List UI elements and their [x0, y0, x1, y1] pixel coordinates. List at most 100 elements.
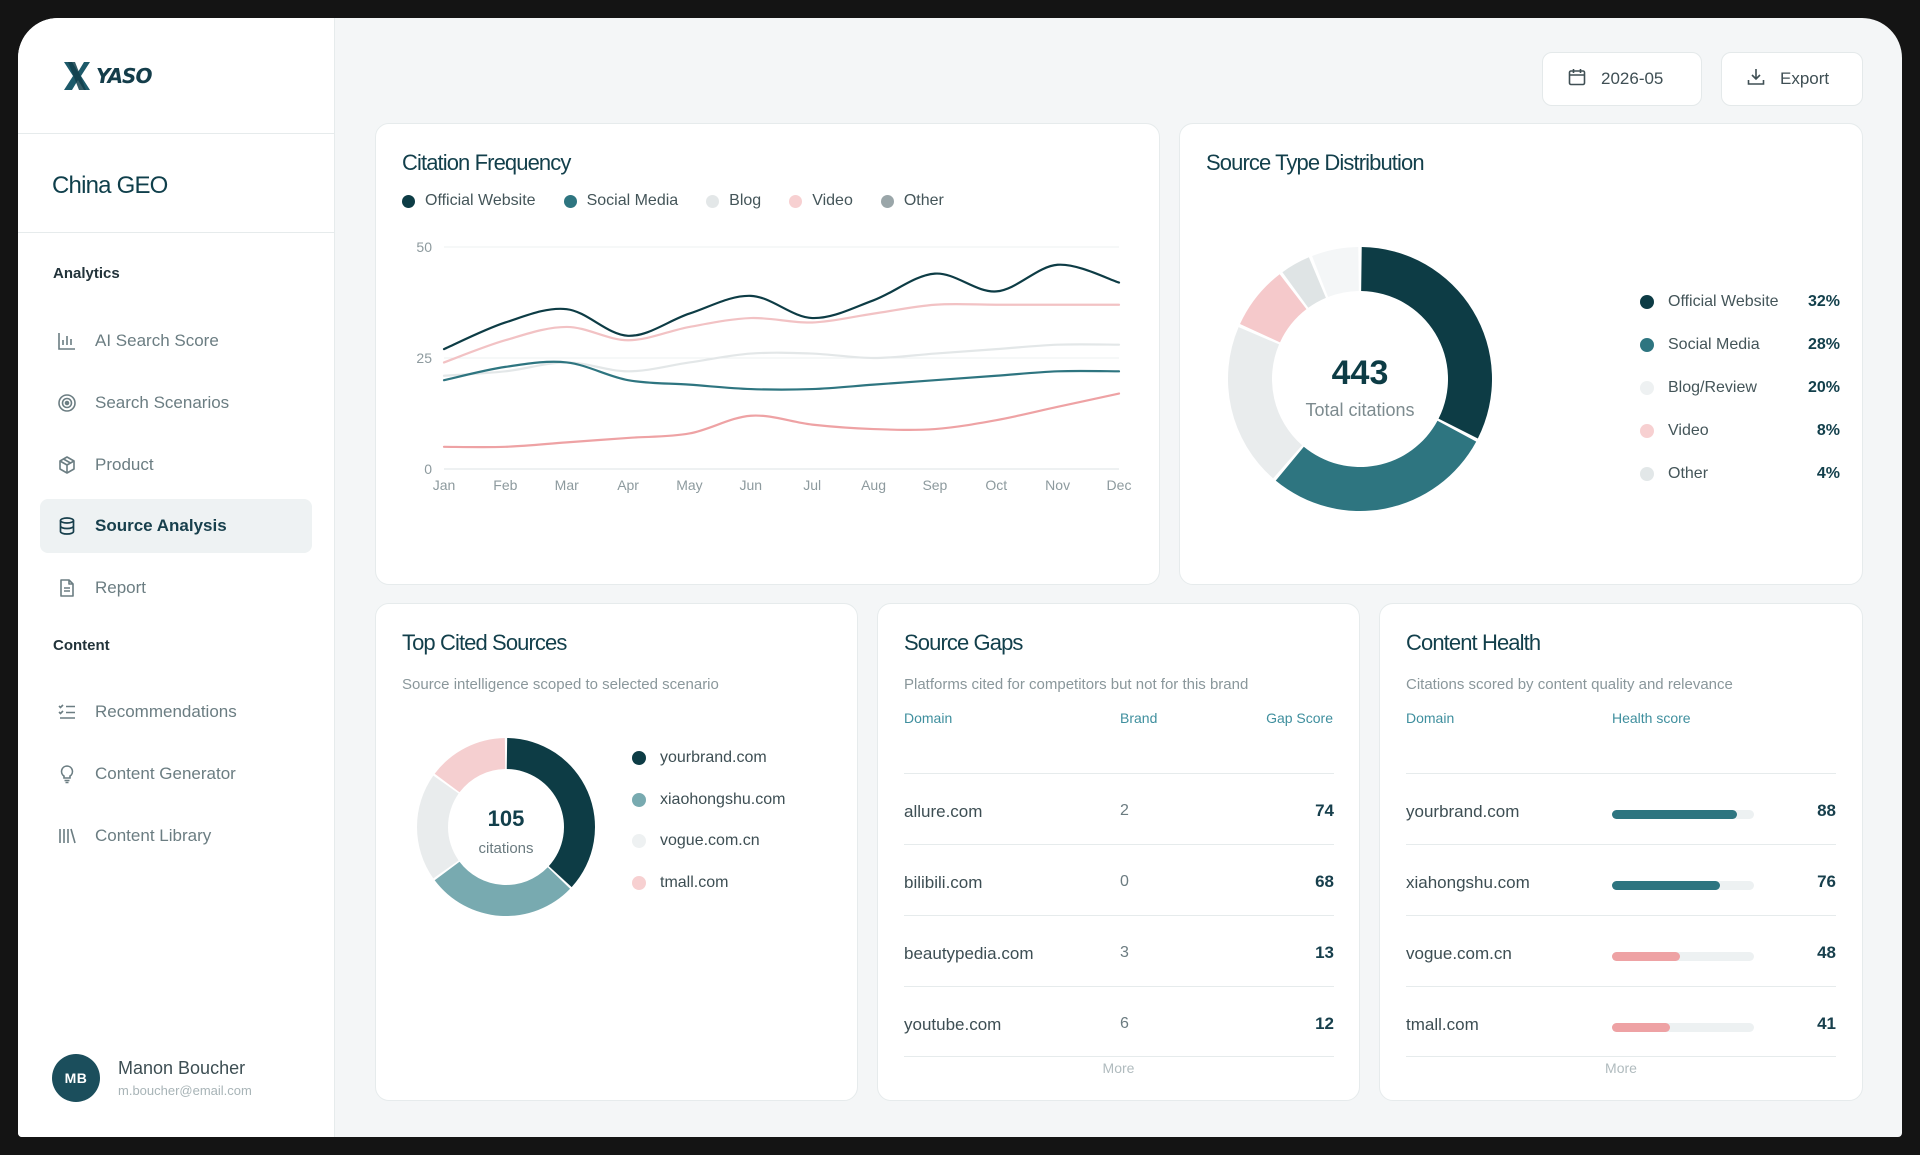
- series-line-social-media[interactable]: [442, 360, 1121, 391]
- logo[interactable]: YASO: [62, 60, 152, 92]
- card-title: Citation Frequency: [402, 150, 571, 175]
- column-header-gap-score[interactable]: Gap Score: [1266, 710, 1333, 726]
- column-header-brand[interactable]: Brand: [1120, 710, 1158, 726]
- x-tick-label: Jul: [803, 477, 821, 493]
- health-bar: [1612, 1023, 1754, 1032]
- legend-item[interactable]: Official Website 32%: [1640, 280, 1840, 323]
- legend-item[interactable]: yourbrand.com: [632, 737, 785, 779]
- series-line-video[interactable]: [442, 302, 1121, 364]
- health-bar-fill: [1612, 952, 1681, 961]
- more-link[interactable]: More: [1605, 1060, 1637, 1076]
- table-row[interactable]: allure.com 2 74: [904, 773, 1334, 844]
- series-line-other[interactable]: [442, 392, 1121, 449]
- card-subtitle: Source intelligence scoped to selected s…: [402, 676, 719, 693]
- legend-item[interactable]: vogue.com.cn: [632, 820, 785, 862]
- sidebar-item-label: Content Library: [95, 826, 212, 845]
- sidebar-item-report[interactable]: Report: [40, 561, 312, 615]
- top-cited-sources-card: Top Cited Sources Source intelligence sc…: [375, 603, 858, 1101]
- legend-label: vogue.com.cn: [660, 832, 760, 850]
- health-bar-fill: [1612, 881, 1720, 890]
- legend-item[interactable]: Official Website: [402, 192, 536, 210]
- series-line-blog[interactable]: [442, 343, 1121, 377]
- y-tick-label: 0: [424, 461, 432, 477]
- sidebar-item-label: Content Generator: [95, 764, 236, 783]
- legend-label: Official Website: [1668, 292, 1779, 310]
- chart-legend: Official Website Social Media Blog Video…: [402, 192, 944, 210]
- x-tick-label: Nov: [1045, 477, 1070, 493]
- legend-item[interactable]: Blog/Review 20%: [1640, 366, 1840, 409]
- logo-text: YASO: [96, 64, 152, 88]
- legend-item[interactable]: Social Media: [563, 192, 678, 210]
- legend-dot-icon: [1640, 424, 1654, 439]
- domain-cell: youtube.com: [904, 1015, 1002, 1034]
- section-heading-analytics: Analytics: [53, 265, 120, 282]
- health-bar: [1612, 810, 1754, 819]
- source-type-segment[interactable]: [1312, 247, 1359, 298]
- column-header-domain[interactable]: Domain: [904, 710, 953, 726]
- section-heading-content: Content: [53, 637, 110, 654]
- table-row[interactable]: bilibili.com 0 68: [904, 844, 1334, 915]
- sidebar-item-content-generator[interactable]: Content Generator: [40, 747, 312, 801]
- legend-label: Social Media: [1668, 335, 1760, 353]
- top-source-segment[interactable]: [434, 738, 506, 793]
- citation-frequency-card: Citation Frequency Official Website Soci…: [375, 123, 1160, 585]
- table-row[interactable]: tmall.com 41: [1406, 986, 1836, 1057]
- sidebar-item-search-scenarios[interactable]: Search Scenarios: [40, 376, 312, 430]
- table-row[interactable]: youtube.com 6 12: [904, 986, 1334, 1057]
- x-tick-label: Dec: [1107, 477, 1132, 493]
- x-tick-label: Feb: [493, 477, 517, 493]
- table-row[interactable]: xiahongshu.com 76: [1406, 844, 1836, 915]
- source-type-segment[interactable]: [1275, 420, 1477, 511]
- legend-item[interactable]: Video: [789, 192, 853, 210]
- document-icon: [56, 577, 78, 599]
- export-button[interactable]: Export: [1721, 52, 1863, 106]
- table-row[interactable]: vogue.com.cn 48: [1406, 915, 1836, 986]
- x-tick-label: Oct: [985, 477, 1007, 493]
- legend-dot-icon: [706, 194, 720, 208]
- domain-cell: tmall.com: [1406, 1015, 1479, 1034]
- legend-item[interactable]: xiaohongshu.com: [632, 779, 785, 821]
- sidebar-item-product[interactable]: Product: [40, 438, 312, 492]
- more-link[interactable]: More: [1102, 1060, 1135, 1076]
- legend-item[interactable]: Other: [880, 192, 944, 210]
- legend-dot-icon: [1640, 467, 1654, 482]
- source-type-segment[interactable]: [1228, 327, 1303, 479]
- table-row[interactable]: yourbrand.com 88: [1406, 773, 1836, 844]
- gap-score-cell: 68: [1315, 872, 1334, 891]
- sidebar-item-recommendations[interactable]: Recommendations: [40, 685, 312, 739]
- legend-item[interactable]: tmall.com: [632, 862, 785, 904]
- legend-item[interactable]: Video 8%: [1640, 410, 1840, 453]
- domain-cell: bilibili.com: [904, 873, 983, 892]
- total-citations-value: 443: [1332, 354, 1389, 392]
- sidebar-item-content-library[interactable]: Content Library: [40, 809, 312, 863]
- avatar: MB: [52, 1054, 100, 1102]
- top-source-segment[interactable]: [417, 775, 459, 879]
- checklist-icon: [56, 701, 78, 723]
- legend-label: xiaohongshu.com: [660, 790, 786, 808]
- source-type-segment[interactable]: [1240, 274, 1307, 343]
- legend-item[interactable]: Blog: [706, 192, 761, 210]
- legend-item[interactable]: Social Media 28%: [1640, 323, 1840, 366]
- series-line-official-website[interactable]: [442, 263, 1121, 351]
- sidebar-item-label: Product: [95, 455, 154, 474]
- sidebar-item-label: Recommendations: [95, 702, 237, 721]
- legend-item[interactable]: Other 4%: [1640, 453, 1840, 496]
- legend-dot-icon: [789, 194, 803, 208]
- top-source-segment[interactable]: [434, 861, 571, 916]
- card-title: Content Health: [1406, 630, 1541, 655]
- source-type-segment[interactable]: [1361, 247, 1492, 439]
- column-header-health-score[interactable]: Health score: [1612, 710, 1691, 726]
- date-picker-button[interactable]: 2026-05: [1542, 52, 1702, 106]
- source-type-segment[interactable]: [1282, 257, 1326, 308]
- sidebar-item-ai-search-score[interactable]: AI Search Score: [40, 314, 312, 368]
- lightbulb-icon: [56, 763, 78, 785]
- user-profile[interactable]: MB Manon Boucher m.boucher@email.com: [52, 1054, 252, 1102]
- table-row[interactable]: beautypedia.com 3 13: [904, 915, 1334, 986]
- column-header-domain[interactable]: Domain: [1406, 710, 1455, 726]
- card-subtitle: Platforms cited for competitors but not …: [904, 676, 1249, 693]
- sidebar-item-source-analysis[interactable]: Source Analysis: [40, 499, 312, 553]
- org-name[interactable]: China GEO: [52, 172, 168, 199]
- legend-value: 8%: [1816, 422, 1840, 440]
- top-source-segment[interactable]: [506, 738, 595, 888]
- brand-cell: 2: [1120, 802, 1129, 819]
